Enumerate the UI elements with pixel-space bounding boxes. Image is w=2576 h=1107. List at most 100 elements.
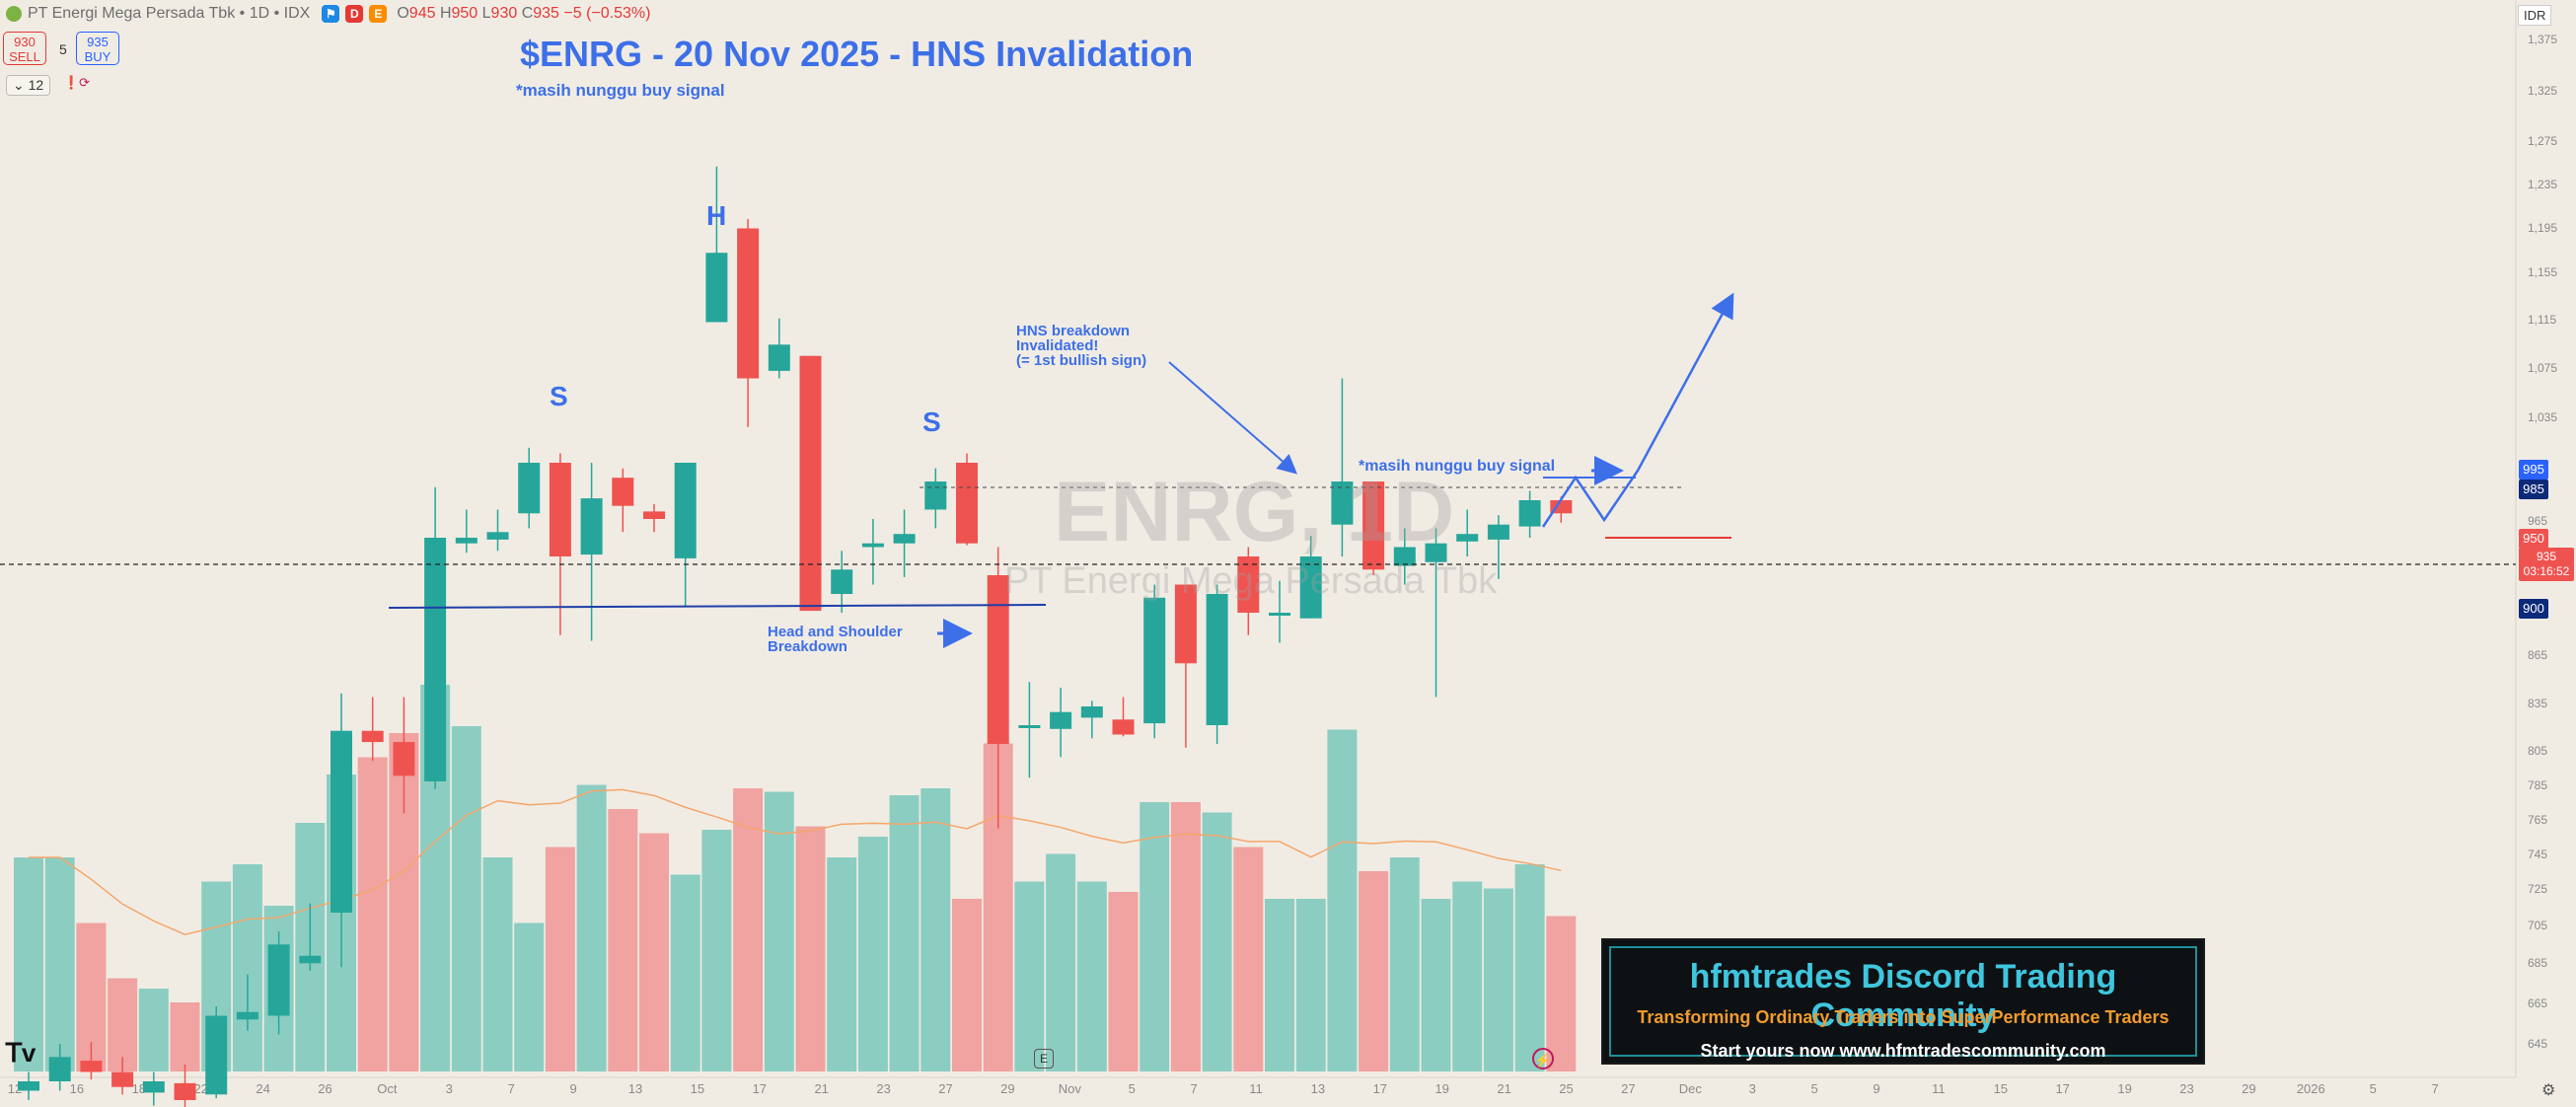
x-tick-label: 13 [628, 1081, 642, 1096]
volume-bar [1359, 871, 1389, 1071]
candle-body [48, 1057, 71, 1081]
candle-body [111, 1071, 134, 1087]
candle-body [1331, 481, 1354, 525]
candle-body [18, 1081, 39, 1091]
candle-body [1456, 534, 1479, 542]
candle-body [1299, 556, 1322, 619]
candle-body [674, 463, 697, 558]
x-tick-label: 21 [1497, 1081, 1510, 1096]
y-tick-label: 745 [2528, 848, 2547, 861]
earnings-e-icon[interactable]: E [1034, 1049, 1054, 1069]
x-tick-label: 23 [876, 1081, 890, 1096]
chart-subtitle: *masih nunggu buy signal [516, 81, 725, 100]
volume-bar [1076, 881, 1107, 1071]
sell-button[interactable]: 930 SELL [3, 32, 46, 65]
y-tick-label: 1,275 [2528, 134, 2557, 148]
y-tick-label: 1,075 [2528, 361, 2557, 375]
promo-banner[interactable]: hfmtrades Discord Trading Community Tran… [1601, 938, 2205, 1065]
volume-bar [1108, 892, 1139, 1071]
candle-body [1518, 500, 1541, 527]
volume-bar [1233, 847, 1264, 1071]
candle-body [142, 1081, 165, 1093]
volume-bar [1140, 802, 1170, 1071]
x-tick-label: 9 [1873, 1081, 1879, 1096]
x-tick-label: 24 [256, 1081, 269, 1096]
candle-body [299, 955, 322, 964]
header-sep: • [239, 5, 246, 22]
x-tick-label: 3 [1749, 1081, 1756, 1096]
y-tick-label: 805 [2528, 744, 2547, 758]
indicators-toggle[interactable]: ⌄ 12 [6, 75, 51, 96]
settings-gear-icon[interactable]: ⚙ [2541, 1082, 2556, 1099]
x-tick-label: 11 [1932, 1081, 1946, 1096]
volume-bar [482, 857, 513, 1071]
volume-bar [1483, 888, 1513, 1071]
y-tick-label: 1,035 [2528, 410, 2557, 424]
alert-icons[interactable]: ❗⟳ [63, 75, 91, 90]
current-price-tag: 935 03:16:52 [2519, 548, 2574, 581]
volume-bar [733, 788, 764, 1071]
y-tick-label: 705 [2528, 919, 2547, 932]
candle-body [205, 1015, 228, 1095]
banner-title: hfmtrades Discord Trading Community [1689, 958, 2117, 1034]
volume-bar [795, 826, 826, 1071]
volume-bar [232, 864, 262, 1071]
banner-cta[interactable]: Start yours now www.hfmtradescommunity.c… [1700, 1041, 2106, 1061]
tradingview-logo-icon[interactable]: ꓔv [6, 1038, 37, 1068]
candle-body [174, 1082, 196, 1100]
buy-signal-note: *masih nunggu buy signal [1359, 458, 1556, 475]
data-d-icon: D [345, 5, 364, 23]
data-e-icon: E [369, 5, 388, 23]
header-sep-2: • [273, 5, 280, 22]
x-tick-label: 5 [1129, 1081, 1136, 1096]
candle-body [1112, 719, 1135, 735]
candle-body [705, 253, 728, 323]
lightning-icon[interactable]: ⚡ [1532, 1048, 1554, 1070]
hns-breakdown-note: Head and Shoulder Breakdown [768, 624, 903, 655]
buy-button[interactable]: 935 BUY [76, 32, 119, 65]
exchange-label: IDX [283, 5, 311, 22]
watermark-ticker: ENRG, 1D [1054, 465, 1455, 559]
x-tick-label: 3 [446, 1081, 453, 1096]
volume-bar [108, 978, 138, 1071]
interval-label[interactable]: 1D [249, 5, 270, 22]
x-tick-label: 9 [569, 1081, 576, 1096]
volume-bar [545, 847, 575, 1071]
candle-body [1143, 597, 1166, 724]
y-tick-label: 665 [2528, 996, 2547, 1010]
left-shoulder-label: S [550, 381, 568, 411]
currency-selector[interactable]: IDR [2518, 5, 2552, 26]
volume-bar [138, 989, 169, 1071]
volume-bar [451, 726, 481, 1071]
x-tick-label: 25 [1559, 1081, 1573, 1096]
x-tick-label: 22 [193, 1081, 207, 1096]
candle-body [643, 511, 665, 519]
x-tick-label: 7 [508, 1081, 515, 1096]
candle-body [267, 944, 290, 1016]
head-label: H [706, 200, 727, 231]
y-tick-label: 1,375 [2528, 33, 2557, 46]
x-tick-label: 5 [1810, 1081, 1817, 1096]
candle-body [737, 228, 760, 379]
volume-bar [952, 899, 982, 1071]
candle-body [1206, 594, 1228, 725]
y-tick-label: 1,235 [2528, 178, 2557, 191]
flag-icon[interactable]: ⚑ [322, 5, 340, 23]
candle-body [956, 463, 978, 544]
price-tag-900: 900 [2519, 599, 2548, 619]
candle-body [331, 730, 352, 913]
symbol-logo-icon [6, 6, 22, 22]
x-tick-label: 27 [1621, 1081, 1635, 1096]
candle-body [612, 478, 634, 506]
x-tick-label: 23 [2179, 1081, 2193, 1096]
candle-body [987, 575, 1009, 744]
symbol-full-name[interactable]: PT Energi Mega Persada Tbk [28, 5, 236, 22]
candle-body [424, 538, 447, 781]
x-tick-label: 13 [1311, 1081, 1325, 1096]
volume-ma-line [29, 788, 1562, 935]
symbol-header[interactable]: PT Energi Mega Persada Tbk • 1D • IDX ⚑ … [0, 0, 650, 28]
volume-bar [44, 857, 75, 1071]
ohlc-readout: O945 H950 L930 C935 −5 (−0.53%) [397, 5, 651, 22]
candle-body [236, 1011, 258, 1020]
